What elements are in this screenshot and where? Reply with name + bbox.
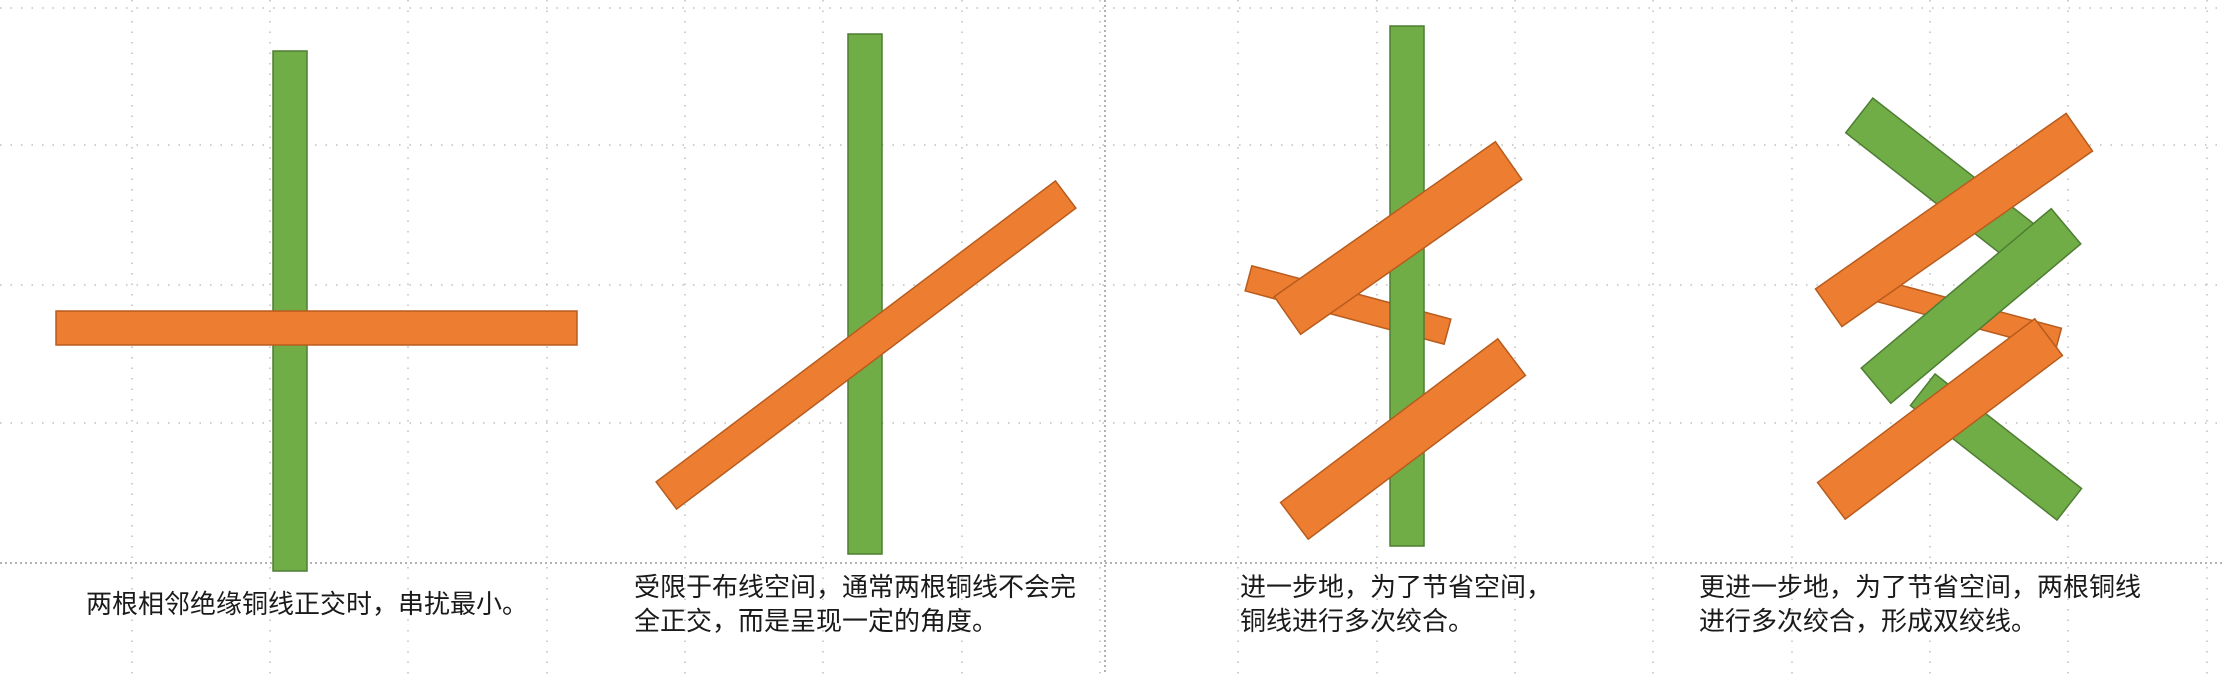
panel-twisted-pair xyxy=(1814,96,2094,522)
caption-line: 两根相邻绝缘铜线正交时，串扰最小。 xyxy=(86,590,529,620)
caption-line: 全正交，而是呈现一定的角度。 xyxy=(634,607,999,637)
caption-line: 铜线进行多次绞合。 xyxy=(1240,607,1475,637)
caption-multi-twist: 进一步地，为了节省空间， 铜线进行多次绞合。 xyxy=(1240,571,1552,639)
orange-wire-upper-segment xyxy=(1273,140,1523,336)
orange-wire-lower-segment xyxy=(1816,317,2064,521)
orange-wire xyxy=(655,179,1077,511)
orange-wire-lower-segment xyxy=(1279,337,1527,541)
orange-wire-upper-segment xyxy=(1814,112,2094,328)
caption-line: 进行多次绞合，形成双绞线。 xyxy=(1699,607,2038,637)
caption-line: 受限于布线空间，通常两根铜线不会完 xyxy=(634,573,1077,603)
green-wire-middle-segment xyxy=(1860,207,2082,405)
green-wire xyxy=(847,33,883,555)
caption-line: 更进一步地，为了节省空间，两根铜线 xyxy=(1699,573,2142,603)
caption-line: 进一步地，为了节省空间， xyxy=(1240,573,1553,603)
orange-wire xyxy=(55,310,578,346)
panel-angled xyxy=(655,33,1077,555)
caption-twisted-pair: 更进一步地，为了节省空间，两根铜线 进行多次绞合，形成双绞线。 xyxy=(1699,571,2141,639)
caption-angled: 受限于布线空间，通常两根铜线不会完 全正交，而是呈现一定的角度。 xyxy=(634,571,1076,639)
caption-orthogonal: 两根相邻绝缘铜线正交时，串扰最小。 xyxy=(86,588,528,622)
panel-multi-twist xyxy=(1244,25,1527,547)
panel-orthogonal xyxy=(55,50,578,572)
